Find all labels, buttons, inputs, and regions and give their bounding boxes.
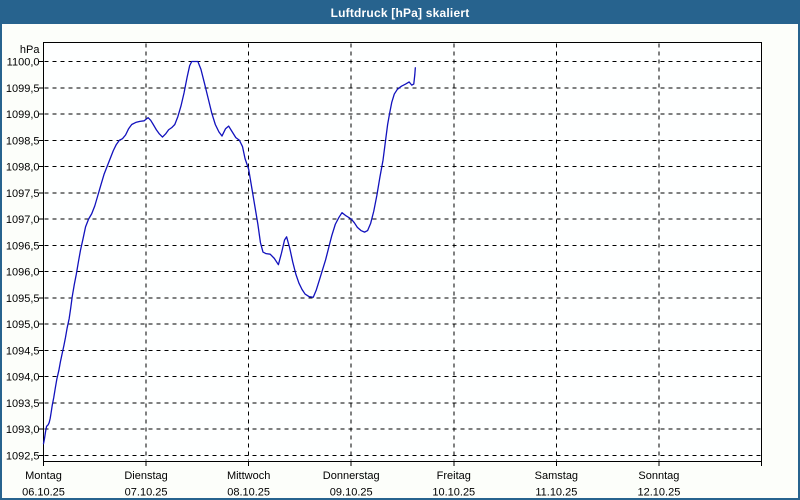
y-tick-label: 1095,5 [6,293,40,305]
x-date-label: 11.10.25 [535,487,577,499]
unit-label: hPa [20,44,40,56]
plot-frame [43,42,762,462]
chart-area: 1100,0 1099,5 1099,0 1098,5 1098,0 1097,5 1097… [2,24,798,498]
x-day-label: Samstag [535,470,578,482]
x-date-label: 12.10.25 [638,487,681,499]
plot-background [43,42,762,462]
x-day-label: Mittwoch [227,470,270,482]
x-date-label: 07.10.25 [125,487,168,499]
y-tick-label: 1099,5 [6,83,40,95]
window-title: Luftdruck [hPa] skaliert [330,6,470,20]
y-tick-label: 1098,5 [6,135,40,147]
x-date-label: 10.10.25 [432,487,475,499]
y-tick-label: 1097,5 [6,188,40,200]
y-tick-label: 1093,0 [6,424,40,436]
y-tick-label: 1093,5 [6,398,40,410]
x-day-label: Montag [25,470,62,482]
y-tick-label: 1094,5 [6,345,40,357]
y-tick-label: 1098,0 [6,162,40,174]
x-day-label: Freitag [437,470,471,482]
pressure-chart: 1100,0 1099,5 1099,0 1098,5 1098,0 1097,5 1097… [6,42,762,499]
y-tick-label: 1100,0 [7,57,40,69]
y-tick-label: 1095,0 [6,319,40,331]
x-date-label: 08.10.25 [227,487,270,499]
x-date-label: 06.10.25 [22,487,65,499]
y-tick-label: 1096,0 [6,267,40,279]
x-date-label: 09.10.25 [330,487,373,499]
y-tick-label: 1097,0 [6,214,40,226]
y-tick-label: 1099,0 [6,109,40,121]
pressure-line [42,60,416,445]
y-tick-label: 1096,5 [6,240,40,252]
title-bar: Luftdruck [hPa] skaliert [2,2,798,24]
x-day-label: Dienstag [124,470,167,482]
x-day-label: Sonntag [638,470,679,482]
x-day-label: Donnerstag [323,470,380,482]
y-tick-label: 1092,5 [6,450,40,462]
y-tick-label: 1094,0 [6,372,40,384]
